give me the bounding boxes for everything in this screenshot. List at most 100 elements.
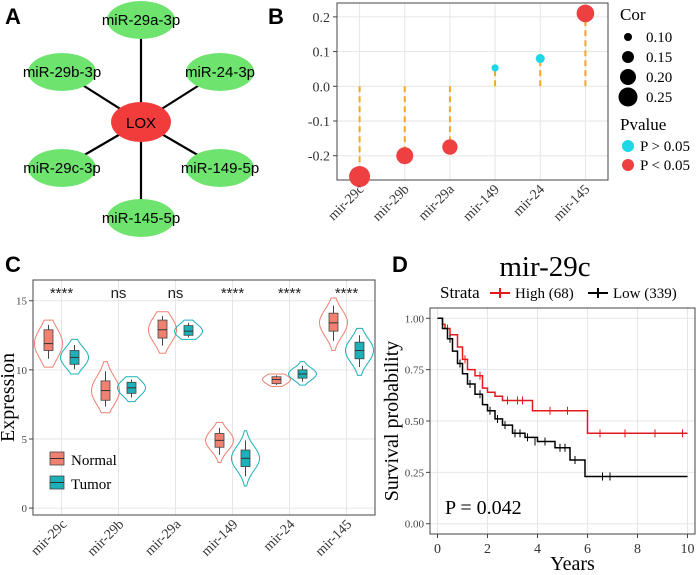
legend-size-label: 0.15 — [646, 50, 672, 66]
panel-label-d: D — [392, 252, 408, 277]
xtick-label-d: 4 — [534, 542, 541, 557]
ytick-label-d: 0.25 — [405, 467, 425, 479]
cor-point — [535, 54, 545, 64]
ytick-label-b: -0.2 — [308, 150, 330, 165]
km-pvalue: P = 0.042 — [445, 497, 522, 519]
xtick-label-b: mir-149 — [461, 182, 503, 224]
ylabel-c: Expression — [0, 353, 19, 442]
ytick-label-c: 15 — [16, 296, 28, 308]
xlabel-d: Years — [550, 553, 595, 575]
significance-label: **** — [335, 285, 359, 302]
expression-panel: 15 10 5 0 **** mir-29c ns mir-29b ns mir-29a **** m… — [0, 279, 376, 560]
legend-color-title: Pvalue — [620, 115, 666, 134]
legend-size-dot — [622, 51, 634, 63]
km-curve-low — [437, 317, 688, 478]
mirna-node-1 — [186, 53, 254, 91]
ytick-label-b: 0.1 — [313, 46, 331, 61]
significance-label: **** — [221, 285, 245, 302]
ytick-label-d: 0.75 — [405, 365, 425, 377]
ylabel-d: Survival probability — [381, 341, 403, 502]
xtick-label-b: mir-29c — [326, 182, 368, 224]
ytick-label-b: 0.0 — [313, 80, 331, 95]
lox-label: LOX — [126, 115, 156, 132]
legend-size-title: Cor — [620, 5, 646, 24]
mirna-node-2 — [186, 149, 254, 187]
xtick-label-c: mir-29c — [29, 517, 71, 559]
legend-color-label: P < 0.05 — [640, 158, 690, 174]
tumor-violin — [117, 376, 146, 403]
lox-node — [111, 102, 171, 142]
xtick-label-c: mir-29b — [85, 517, 127, 559]
tumor-violin — [174, 319, 203, 340]
legend-size-dot — [618, 87, 638, 107]
legend-color-dot — [622, 159, 634, 171]
mirna-node-4 — [28, 149, 96, 187]
legend-color-dot — [622, 140, 634, 152]
mirna-label-2: miR-149-5p — [181, 160, 259, 177]
ytick-label-b: 0.2 — [313, 11, 331, 26]
tumor-violin — [230, 430, 261, 487]
ytick-label-c: 10 — [16, 365, 28, 377]
plot-border-b — [336, 2, 609, 181]
tumor-box — [183, 325, 194, 336]
ytick-label-c: 0 — [22, 503, 28, 515]
tumor-violin — [287, 361, 318, 386]
plot-frame-b — [336, 2, 609, 181]
xtick-label-b: mir-24 — [511, 182, 548, 219]
xtick-label-d: 6 — [584, 542, 591, 557]
mirna-node-3 — [107, 199, 175, 237]
xtick-label-d: 0 — [434, 542, 441, 557]
panel-label-a: A — [5, 4, 21, 29]
mirna-label-3: miR-145-5p — [102, 210, 180, 227]
mirna-label-4: miR-29c-3p — [23, 160, 101, 177]
normal-violin — [204, 421, 235, 463]
panel-label-c: C — [5, 252, 21, 277]
ytick-label-d: 0.00 — [405, 519, 425, 531]
normal-violin — [318, 297, 349, 351]
xtick-label-b: mir-29b — [370, 182, 412, 224]
legend-label-c: Normal — [71, 453, 117, 469]
ytick-label-d: 0.50 — [405, 416, 425, 428]
xtick-label-d: 2 — [484, 542, 491, 557]
significance-label: ns — [168, 285, 184, 302]
significance-label: **** — [278, 285, 302, 302]
legend-color-label: P > 0.05 — [640, 139, 690, 155]
xtick-label-c: mir-145 — [313, 517, 355, 559]
normal-violin — [33, 319, 64, 368]
km-title: mir-29c — [499, 251, 590, 283]
legend-label-c: Tumor — [71, 477, 111, 493]
xtick-label-b: mir-145 — [551, 182, 593, 224]
legend-strata-title: Strata — [440, 283, 480, 302]
cor-point — [349, 166, 371, 188]
survival-panel: mir-29c Strata High (68) Low (339) 1.00 0.75… — [381, 251, 696, 575]
legend-size-label: 0.10 — [646, 30, 672, 46]
legend-size-label: 0.25 — [646, 90, 672, 106]
normal-violin — [90, 361, 121, 414]
normal-box — [328, 312, 339, 332]
cor-point — [442, 139, 458, 155]
significance-label: **** — [50, 285, 74, 302]
mirna-label-1: miR-24-3p — [185, 64, 255, 81]
legend-size-dot — [624, 33, 632, 41]
mirna-label-0: miR-29a-3p — [102, 12, 180, 29]
cor-point — [491, 64, 499, 72]
significance-label: ns — [111, 285, 127, 302]
ytick-label-c: 5 — [22, 434, 28, 446]
legend-high-label: High (68) — [515, 286, 574, 302]
plot-border-d — [429, 307, 696, 535]
xtick-label-b: mir-29a — [416, 182, 458, 224]
xtick-label-d: 8 — [634, 542, 641, 557]
plot-border-c — [32, 279, 376, 516]
legend-size-dot — [620, 69, 636, 85]
xtick-label-d: 10 — [681, 542, 695, 557]
normal-violin — [148, 311, 177, 354]
xtick-label-c: mir-149 — [199, 517, 241, 559]
mirna-node-5 — [28, 53, 96, 91]
cor-point — [576, 4, 595, 23]
panel-label-b: B — [268, 4, 284, 29]
ytick-label-b: -0.1 — [308, 115, 330, 130]
cor-point — [396, 147, 414, 165]
plot-frame-c — [32, 279, 376, 516]
